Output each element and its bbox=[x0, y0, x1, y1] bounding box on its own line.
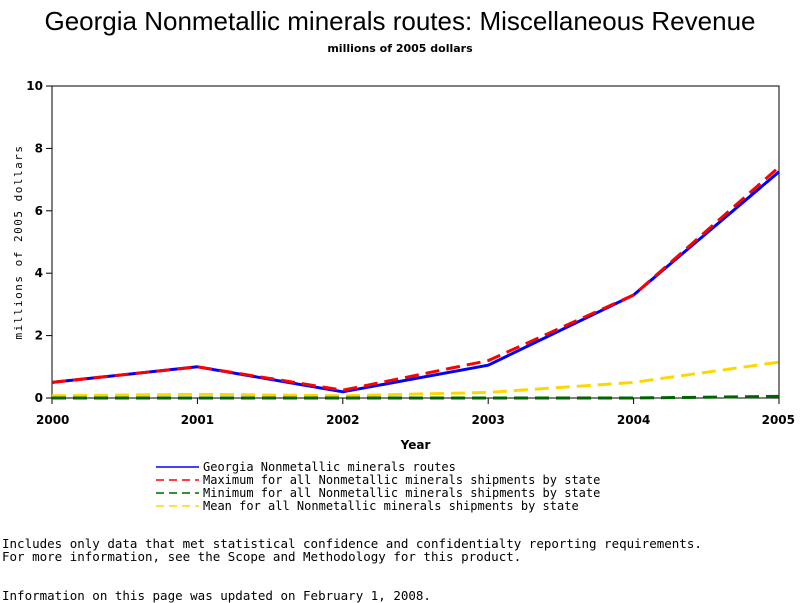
legend-swatch bbox=[156, 479, 199, 481]
footnote-methodology: For more information, see the Scope and … bbox=[2, 549, 522, 564]
x-tick-label: 2003 bbox=[471, 413, 504, 427]
y-tick-label: 2 bbox=[35, 329, 43, 343]
y-tick-label: 6 bbox=[35, 204, 43, 218]
legend-swatch bbox=[156, 492, 199, 494]
chart-subtitle: millions of 2005 dollars bbox=[327, 42, 473, 55]
series-line-2 bbox=[51, 165, 780, 392]
y-tick-label: 8 bbox=[35, 141, 43, 155]
legend-swatch bbox=[156, 505, 199, 507]
legend-label: Minimum for all Nonmetallic minerals shi… bbox=[203, 486, 601, 500]
x-tick-label: 2001 bbox=[181, 413, 214, 427]
legend-label: Mean for all Nonmetallic minerals shipme… bbox=[203, 499, 579, 513]
line-chart: 0 2 4 6 8 10 2000 2001 2002 2003 2004 2005 Year milli… bbox=[12, 79, 795, 452]
chart-title: Georgia Nonmetallic minerals routes: Mis… bbox=[44, 6, 756, 36]
y-tick-label: 0 bbox=[35, 391, 43, 405]
x-axis-label: Year bbox=[400, 438, 431, 452]
footnote-updated: Information on this page was updated on … bbox=[2, 588, 431, 603]
series-line-3 bbox=[52, 394, 780, 400]
x-tick-label: 2000 bbox=[36, 413, 69, 427]
y-axis-label: millions of 2005 dollars bbox=[12, 145, 25, 340]
plot-frame bbox=[51, 85, 780, 399]
series-line-1 bbox=[51, 170, 780, 394]
legend-swatch bbox=[156, 466, 199, 468]
series-line-4 bbox=[51, 360, 780, 398]
x-tick-label: 2005 bbox=[762, 413, 795, 427]
x-tick-label: 2002 bbox=[326, 413, 359, 427]
x-tick-label: 2004 bbox=[617, 413, 650, 427]
footnote-confidence: Includes only data that met statistical … bbox=[2, 536, 702, 551]
y-tick-label: 4 bbox=[35, 266, 43, 280]
y-tick-label: 10 bbox=[26, 79, 43, 93]
legend-label: Georgia Nonmetallic minerals routes bbox=[203, 460, 456, 474]
legend-label: Maximum for all Nonmetallic minerals shi… bbox=[203, 473, 601, 487]
